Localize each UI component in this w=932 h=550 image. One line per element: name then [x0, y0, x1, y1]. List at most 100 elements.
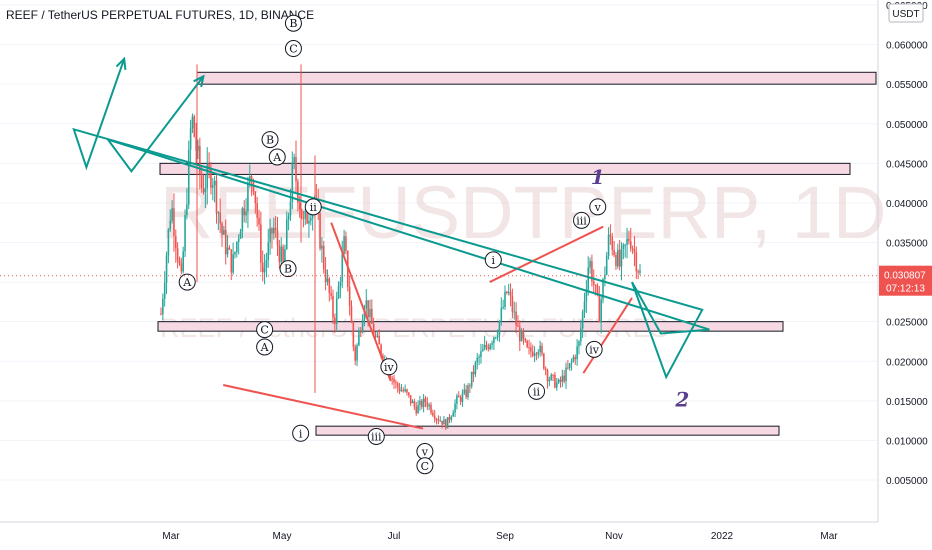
candle-body [487, 346, 490, 350]
candle-body [369, 308, 371, 318]
wave-label-circle [589, 198, 607, 216]
time-axis[interactable]: Mar May Jul Sep Nov 2022 Mar [0, 521, 878, 542]
candle-body [506, 291, 508, 293]
candle-body [365, 300, 368, 309]
wave-label-text: v [421, 446, 429, 459]
candle-body [572, 357, 575, 362]
candle-body [537, 351, 540, 355]
last-price-badge [879, 265, 932, 296]
candle-body [439, 420, 442, 422]
candle-body [280, 246, 283, 262]
candle-body [228, 247, 231, 250]
price-tick-label: 0.015000 [886, 397, 928, 408]
candle-body [380, 344, 382, 356]
candle-body [600, 299, 602, 323]
candle-body [441, 420, 443, 425]
degree-label: 2 [674, 387, 689, 411]
candle-body [535, 353, 538, 355]
candle-body [548, 379, 551, 382]
candle-body [578, 341, 580, 347]
wave-line[interactable] [582, 297, 633, 374]
candle-body [585, 289, 588, 302]
candle-body [445, 419, 447, 429]
candle-body [461, 393, 464, 402]
candle-body [443, 419, 445, 425]
price-zone[interactable] [157, 321, 784, 332]
candle-body [546, 370, 549, 382]
wave-lines[interactable] [223, 222, 633, 430]
wave-label-text: A [260, 341, 270, 354]
price-tick-label: 0.040000 [886, 199, 928, 210]
wave-line[interactable] [223, 384, 424, 430]
candle-body [629, 241, 632, 249]
wave-label-circle [416, 457, 434, 475]
time-tick-label: Sep [496, 531, 514, 542]
candle-body [295, 157, 297, 182]
candle-body [337, 286, 340, 298]
candle-body [400, 390, 403, 392]
candle-body [302, 218, 305, 220]
candle-body [167, 229, 170, 256]
candle-body [467, 385, 469, 398]
candle-body [420, 400, 423, 407]
candle-body [592, 281, 595, 285]
last-price-value: 0.030807 [884, 271, 926, 282]
wave-line[interactable] [489, 225, 604, 283]
candle-body [502, 306, 504, 308]
projection-path-a[interactable] [72, 58, 704, 380]
time-tick-label: Nov [605, 531, 623, 542]
candle-body [322, 245, 325, 270]
candle-body [413, 401, 416, 407]
wave-line[interactable] [330, 222, 392, 382]
candle-body [609, 234, 612, 237]
candle-body [457, 395, 460, 398]
time-tick-label: Mar [162, 531, 180, 542]
price-tick-label: 0.025000 [886, 318, 928, 329]
candle-body [456, 395, 458, 404]
candle-body [539, 345, 541, 352]
projection-paths[interactable] [72, 56, 710, 380]
candle-body [433, 415, 436, 420]
candle-body [639, 270, 641, 273]
wave-label-circle [528, 382, 546, 400]
wave-label-circle [573, 211, 591, 229]
candle-body [615, 255, 617, 267]
candle-body [483, 344, 486, 350]
candle-body [232, 254, 234, 273]
candle-body [491, 343, 493, 345]
candle-body [557, 379, 560, 383]
wave-label-text: iv [384, 361, 395, 374]
wave-label-circle [380, 358, 398, 376]
candle-body [263, 267, 266, 273]
wave-label-circle [256, 338, 274, 356]
wave-label: v [589, 198, 607, 216]
candle-body [319, 213, 321, 249]
currency-badge[interactable] [888, 3, 924, 23]
wave-label-text: i [299, 427, 303, 440]
candle-body [398, 387, 401, 392]
candle-body [489, 344, 491, 350]
wave-label: v [416, 443, 434, 460]
price-axis[interactable]: 0.0650000.0600000.0550000.0500000.045000… [877, 0, 932, 522]
time-tick-label: Jul [388, 531, 401, 542]
time-tick-label: Mar [820, 531, 838, 542]
candle-body [289, 201, 292, 216]
candle-body [195, 136, 197, 151]
candle-body [480, 351, 482, 357]
candle-body [215, 180, 218, 214]
candle-body [245, 211, 247, 216]
candle-body [330, 292, 332, 296]
price-zone[interactable] [315, 425, 780, 436]
price-zone[interactable] [159, 162, 851, 175]
candle-body [200, 173, 203, 189]
candle-body [202, 188, 205, 193]
time-tick-label: May [273, 531, 292, 542]
candle-body [494, 337, 497, 339]
price-zone[interactable] [196, 71, 877, 85]
candle-body [633, 249, 636, 253]
price-zones[interactable] [157, 71, 877, 436]
candle-body [332, 295, 334, 318]
time-tick-label: 2022 [711, 531, 734, 542]
projection-path-b[interactable] [105, 75, 710, 335]
